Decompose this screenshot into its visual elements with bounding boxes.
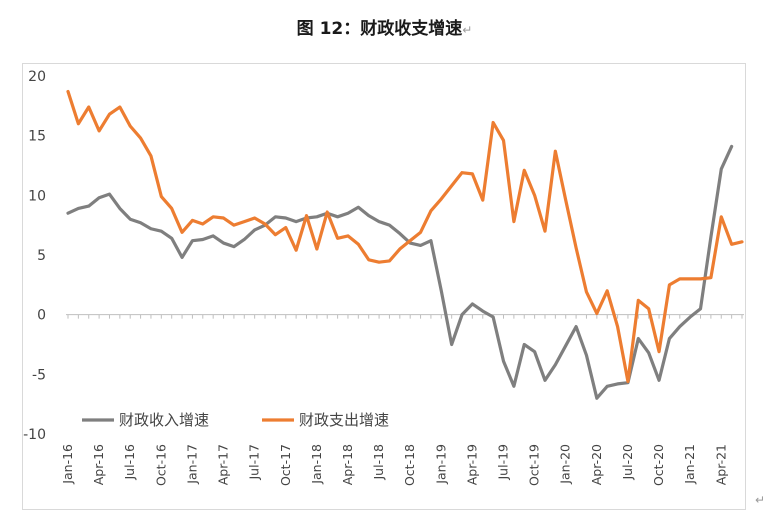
x-tick-label: Oct-19	[527, 444, 542, 486]
x-axis-tickmarks	[67, 314, 743, 319]
expenditure-growth-line	[66, 89, 744, 384]
x-tick-label: Jul-19	[496, 444, 511, 481]
chart-title-text: 图 12：财政收支增速	[296, 19, 463, 39]
x-tick-label: Apr-17	[216, 444, 231, 485]
x-tick-label: Jan-18	[309, 444, 324, 485]
x-tick-label: Jul-20	[620, 444, 635, 481]
return-mark-icon: ↵	[462, 23, 473, 37]
y-tick-label: 10	[28, 188, 46, 204]
x-tick-label: Apr-21	[713, 444, 728, 485]
y-tick-label: 0	[37, 308, 46, 324]
series-lines	[66, 89, 744, 400]
y-tick-label: 15	[28, 129, 46, 145]
x-tick-label: Apr-18	[340, 444, 355, 485]
x-tick-label: Jan-17	[184, 444, 199, 485]
corner-return-mark-icon: ↵	[755, 493, 766, 507]
y-axis-ticks: -10 -5 0 5 10 15 20	[23, 69, 46, 443]
x-axis-tick-labels: Jan-16 Apr-16 Jul-16 Oct-16 Jan-17 Apr-17 Jul-…	[60, 444, 728, 486]
x-tick-label: Jul-16	[122, 444, 137, 481]
y-tick-label: -10	[23, 427, 46, 443]
y-tick-label: 5	[37, 248, 46, 264]
x-tick-label: Apr-19	[464, 444, 479, 485]
x-tick-label: Jan-20	[558, 444, 573, 485]
x-tick-label: Apr-16	[91, 444, 106, 485]
chart-title: 图 12：财政收支增速↵	[0, 14, 769, 39]
legend-expenditure-label: 财政支出增速	[299, 411, 389, 429]
y-tick-label: -5	[32, 367, 46, 383]
x-tick-label: Jul-18	[371, 444, 386, 481]
x-tick-label: Jan-21	[682, 444, 697, 485]
x-tick-label: Oct-20	[651, 444, 666, 486]
legend: 财政收入增速 财政支出增速	[82, 411, 389, 429]
x-tick-label: Jul-17	[247, 444, 262, 481]
chart-frame	[22, 63, 746, 510]
revenue-growth-line	[66, 144, 734, 400]
x-tick-label: Oct-18	[402, 444, 417, 486]
x-tick-label: Oct-17	[278, 444, 293, 486]
x-tick-label: Oct-16	[153, 444, 168, 486]
x-tick-label: Jan-19	[433, 444, 448, 485]
legend-revenue-label: 财政收入增速	[119, 411, 209, 429]
x-tick-label: Apr-20	[589, 444, 604, 485]
y-tick-label: 20	[28, 69, 46, 85]
x-tick-label: Jan-16	[60, 444, 75, 485]
